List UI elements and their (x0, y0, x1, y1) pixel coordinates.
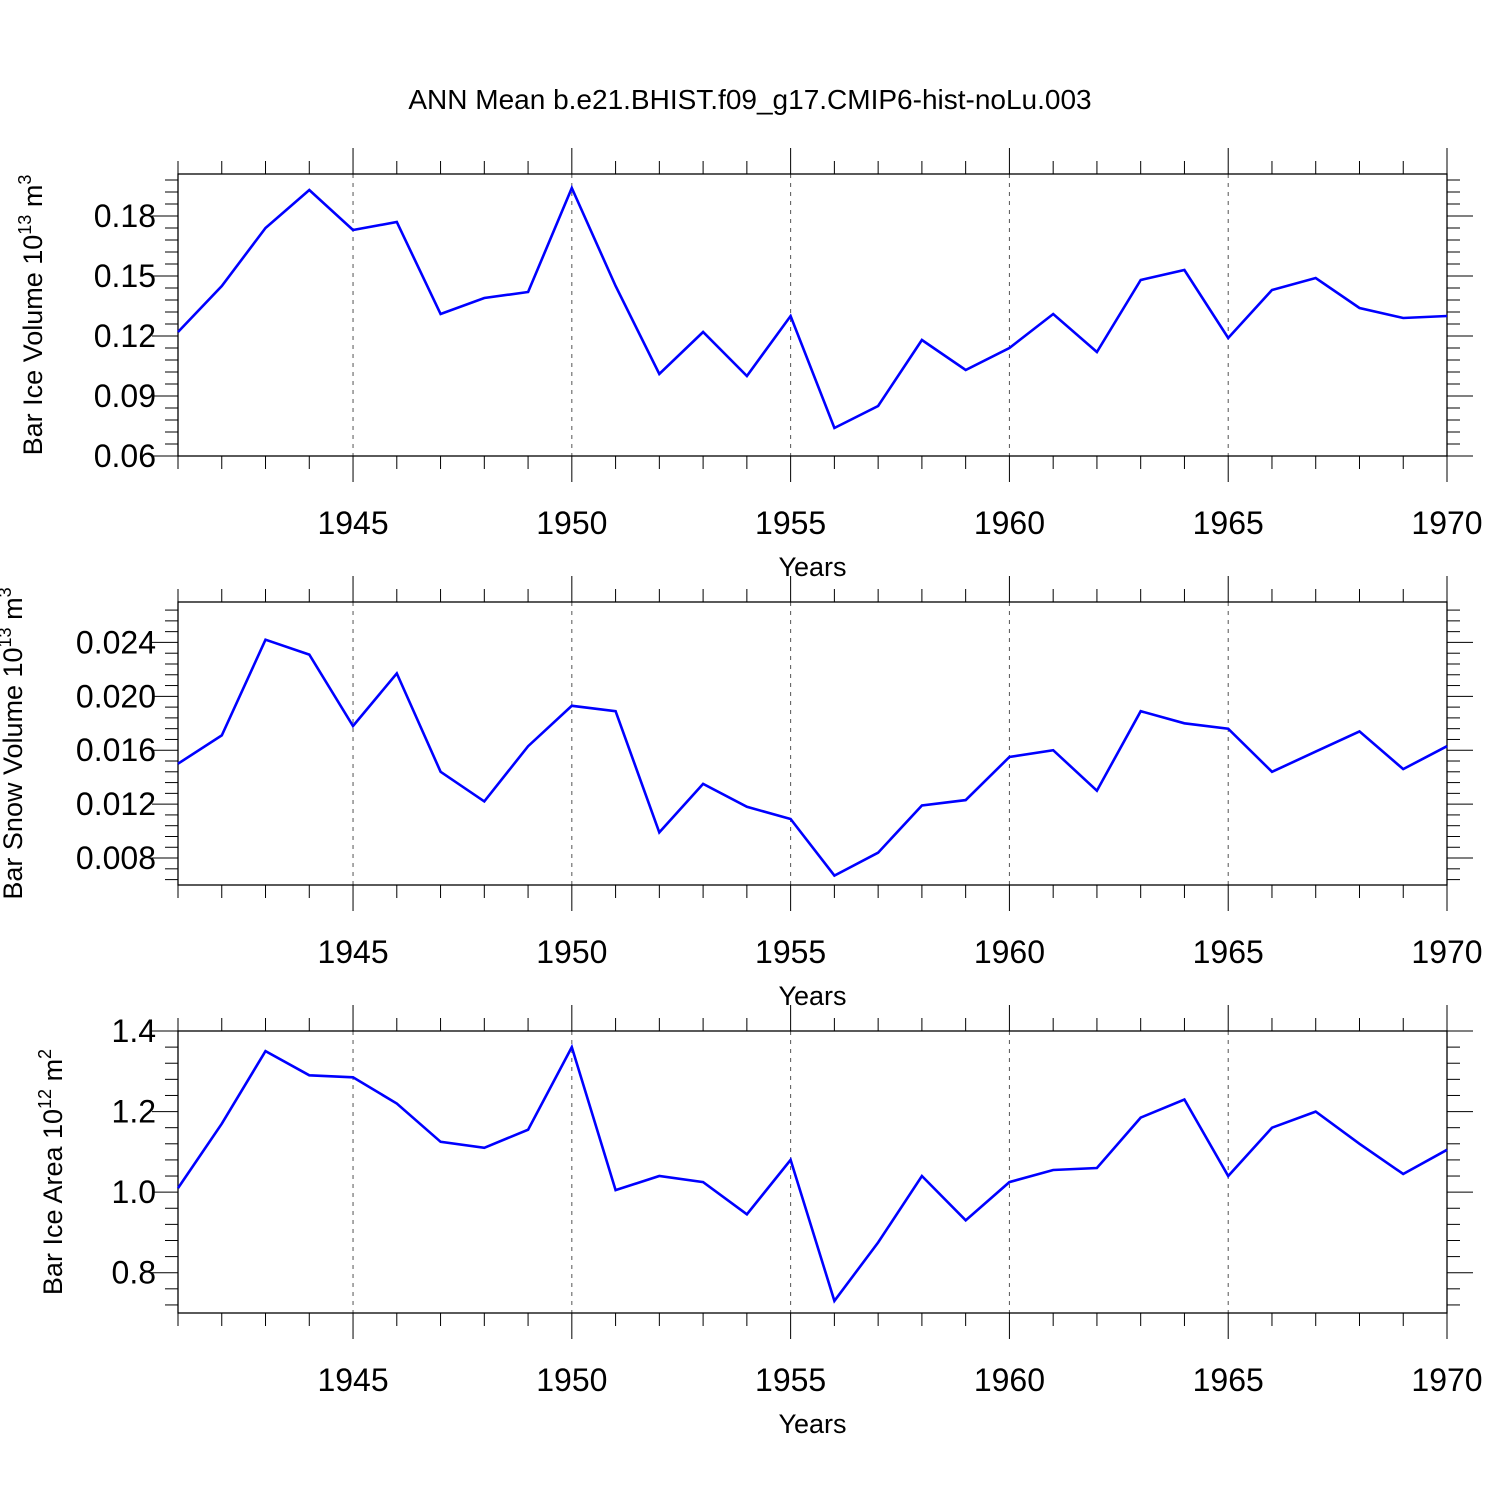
y-axis-label-superscript: 13 (15, 215, 35, 235)
x-axis-label: Years (778, 1409, 846, 1439)
y-axis-label-part: m (0, 597, 28, 627)
y-axis-label: Bar Ice Volume 1013 m3 (15, 175, 48, 456)
x-tick-label: 1960 (974, 934, 1045, 970)
x-tick-label: 1970 (1411, 934, 1482, 970)
y-tick-label: 0.06 (94, 438, 156, 474)
y-tick-label: 0.8 (112, 1255, 156, 1291)
y-tick-label: 0.15 (94, 258, 156, 294)
y-axis-label-part: Bar Snow Volume 10 (0, 647, 28, 899)
y-axis-label-superscript: 12 (35, 1089, 55, 1109)
x-tick-label: 1945 (317, 1362, 388, 1398)
y-axis-label-superscript: 2 (35, 1049, 55, 1059)
y-tick-label: 1.0 (112, 1174, 156, 1210)
x-tick-label: 1950 (536, 1362, 607, 1398)
y-tick-label: 0.016 (76, 732, 156, 768)
x-tick-label: 1970 (1411, 1362, 1482, 1398)
y-tick-label: 0.012 (76, 786, 156, 822)
y-tick-label: 1.2 (112, 1094, 156, 1130)
plot-frame (177, 173, 1448, 457)
x-tick-label: 1955 (755, 505, 826, 541)
page-title: ANN Mean b.e21.BHIST.f09_g17.CMIP6-hist-… (408, 84, 1092, 115)
data-series-line (176, 1043, 1448, 1304)
x-tick-label: 1965 (1193, 505, 1264, 541)
x-tick-label: 1950 (536, 934, 607, 970)
x-tick-label: 1960 (974, 1362, 1045, 1398)
y-axis-label-part: m (38, 1059, 68, 1089)
x-tick-label: 1955 (755, 1362, 826, 1398)
x-tick-label: 1965 (1193, 1362, 1264, 1398)
y-axis-label-superscript: 3 (0, 587, 15, 597)
y-axis-label-part: Bar Ice Volume 10 (18, 235, 48, 456)
y-tick-label: 0.020 (76, 678, 156, 714)
chart-panel-3: 0.8 1.0 1.2 1.4 1945 1950 1955 1960 1965 1970 Year… (35, 1005, 1483, 1439)
x-axis-label: Years (778, 981, 846, 1011)
y-tick-label: 0.024 (76, 624, 156, 660)
data-series-line (177, 638, 1448, 878)
y-tick-label: 0.12 (94, 318, 156, 354)
plot-frame (177, 601, 1448, 886)
data-series-line (177, 184, 1448, 430)
y-axis-label-superscript: 3 (15, 175, 35, 185)
x-tick-label: 1945 (317, 934, 388, 970)
x-tick-label: 1960 (974, 505, 1045, 541)
x-tick-label: 1950 (536, 505, 607, 541)
chart-panel-2: 0.008 0.012 0.016 0.020 0.024 1945 1950 1955 196… (0, 576, 1483, 1011)
y-axis-label: Bar Ice Area 1012 m2 (35, 1049, 68, 1295)
chart-panel-1: 0.06 0.09 0.12 0.15 0.18 1945 1950 1955 1960 1965… (15, 148, 1483, 582)
x-tick-label: 1945 (317, 505, 388, 541)
x-tick-label: 1955 (755, 934, 826, 970)
y-tick-label: 1.4 (112, 1013, 156, 1049)
y-axis-label-part: m (18, 185, 48, 215)
y-axis-label-superscript: 13 (0, 627, 15, 647)
y-tick-label: 0.09 (94, 378, 156, 414)
y-axis-label-part: Bar Ice Area 10 (38, 1109, 68, 1295)
plot-frame (177, 1030, 1448, 1314)
x-tick-label: 1965 (1193, 934, 1264, 970)
y-tick-label: 0.18 (94, 198, 156, 234)
x-tick-label: 1970 (1411, 505, 1482, 541)
y-axis-label: Bar Snow Volume 1013 m3 (0, 587, 28, 899)
x-axis-label: Years (778, 552, 846, 582)
y-tick-label: 0.008 (76, 840, 156, 876)
